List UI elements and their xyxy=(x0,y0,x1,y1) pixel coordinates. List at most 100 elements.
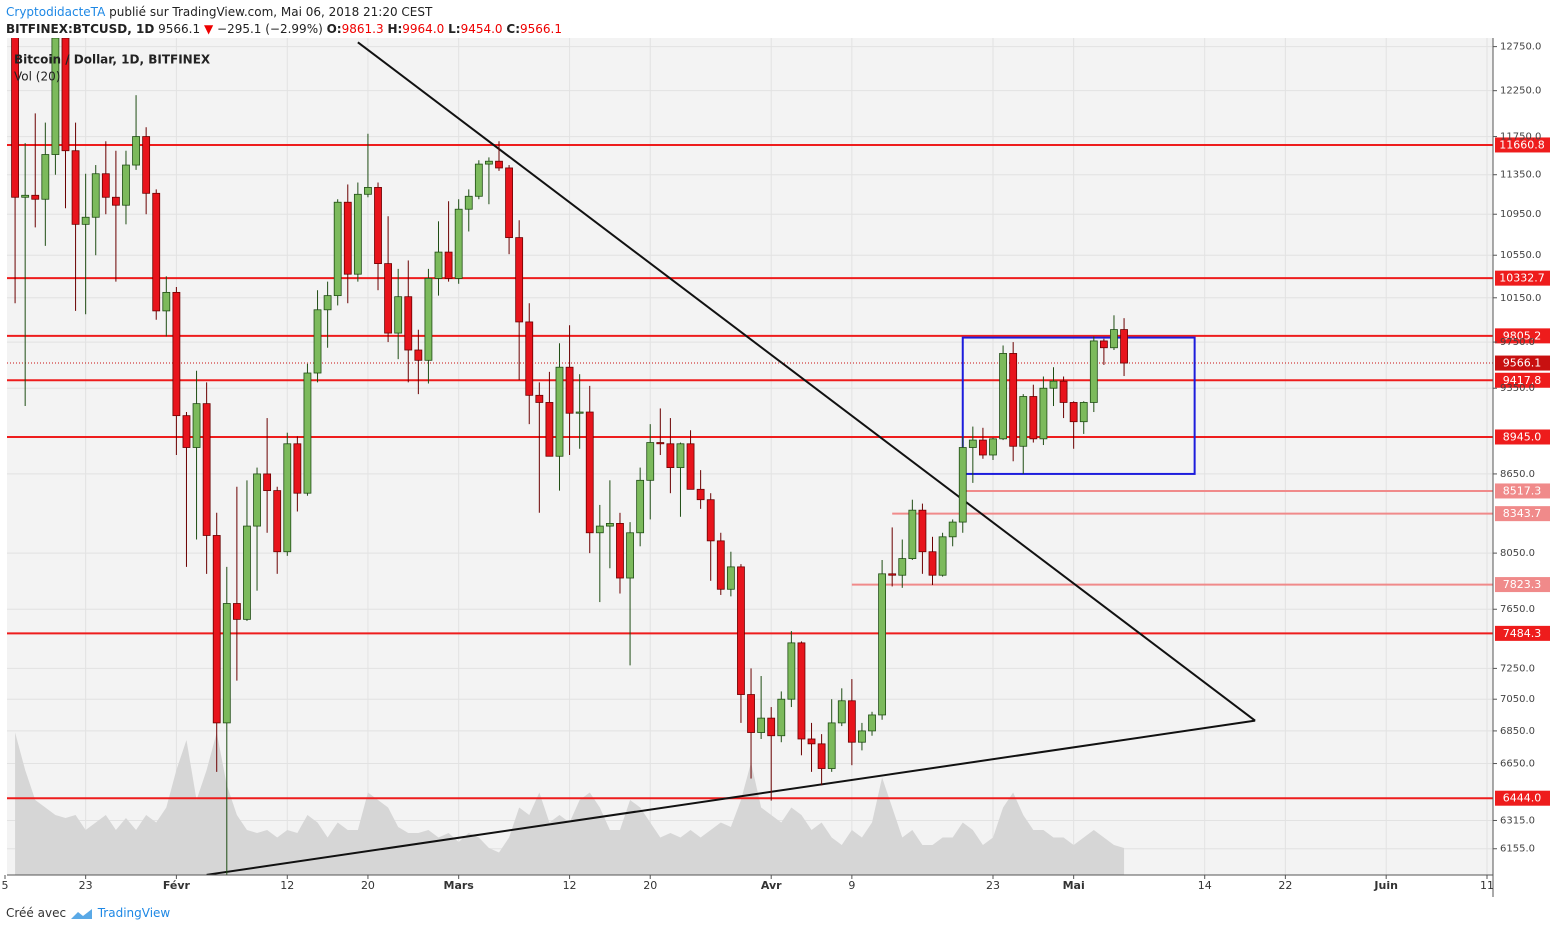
price-tag xyxy=(1495,328,1550,344)
candle xyxy=(817,734,826,786)
candle-body xyxy=(847,700,856,743)
y-tick-label: 10950.0 xyxy=(1500,209,1541,220)
candle-body xyxy=(878,573,887,716)
candle xyxy=(585,385,594,554)
candle xyxy=(797,641,806,756)
author[interactable]: CryptodidacteTA xyxy=(6,5,106,19)
candle-body xyxy=(979,439,987,456)
candle-body xyxy=(464,195,473,210)
candle-body xyxy=(162,291,171,312)
candle xyxy=(616,512,624,594)
candle-body xyxy=(495,160,503,169)
candle-body xyxy=(253,473,261,527)
candle xyxy=(222,566,231,875)
price-tag-label: 7823.3 xyxy=(1503,578,1542,591)
change: −295.1 (−2.99%) xyxy=(217,22,323,36)
candle-body xyxy=(968,439,977,448)
plot-bg xyxy=(7,38,1493,875)
chart-title: Bitcoin / Dollar, 1D, BITFINEX xyxy=(14,53,211,67)
candle-body xyxy=(515,237,524,323)
candle xyxy=(91,165,100,256)
candle-body xyxy=(111,196,120,206)
candle-body xyxy=(686,443,695,490)
candle xyxy=(454,199,463,284)
candle xyxy=(232,486,241,681)
x-tick-label: 5 xyxy=(2,879,9,892)
candle xyxy=(142,127,151,215)
candle-body xyxy=(303,372,312,494)
candle-body xyxy=(595,525,604,534)
arrow: ▼ xyxy=(203,22,214,36)
candle-body xyxy=(273,490,282,553)
candle xyxy=(172,286,181,455)
symbol: BITFINEX:BTCUSD, 1D xyxy=(6,22,155,36)
trendline xyxy=(206,719,1256,875)
candle xyxy=(132,95,140,170)
candle-body xyxy=(323,295,332,311)
candle xyxy=(757,676,766,739)
candle-body xyxy=(474,163,483,197)
candle xyxy=(777,691,786,743)
header: CryptodidacteTA publié sur TradingView.c… xyxy=(6,4,562,38)
candle-body xyxy=(696,488,705,501)
candle xyxy=(1099,338,1108,365)
candle-body xyxy=(1089,340,1098,403)
candle-body xyxy=(212,535,221,724)
y-tick-label: 12750.0 xyxy=(1500,42,1541,53)
x-tick-label: Mai xyxy=(1063,879,1085,892)
candle xyxy=(192,370,201,540)
candle-body xyxy=(1110,329,1118,349)
x-tick-label: 12 xyxy=(280,879,294,892)
x-tick-label: 23 xyxy=(986,879,1000,892)
candle-body xyxy=(575,411,584,414)
candle-body xyxy=(243,525,251,620)
candle xyxy=(979,427,987,459)
x-tick-label: 9 xyxy=(848,879,855,892)
h-label: H: xyxy=(387,22,403,36)
candle xyxy=(827,699,836,772)
candle-body xyxy=(192,403,201,448)
candle-body xyxy=(333,201,342,297)
candle xyxy=(424,268,433,384)
candle-body xyxy=(676,443,685,468)
candle-body xyxy=(837,700,846,724)
candle-body xyxy=(858,730,866,743)
candle xyxy=(152,189,161,320)
candle xyxy=(726,551,735,597)
y-tick-label: 9350.0 xyxy=(1500,383,1535,394)
candle-body xyxy=(293,443,302,494)
range-box xyxy=(961,336,1196,475)
candle-body xyxy=(505,167,513,239)
candle xyxy=(1120,318,1128,377)
candle xyxy=(323,281,332,348)
candle-body xyxy=(605,523,614,527)
price-tag xyxy=(1495,355,1550,371)
candle-body xyxy=(797,642,806,740)
candle xyxy=(807,722,816,772)
candle xyxy=(101,141,110,215)
o-label: O: xyxy=(326,22,342,36)
candle-body xyxy=(898,558,907,576)
candle xyxy=(1110,315,1118,351)
candle xyxy=(61,38,70,209)
candle xyxy=(837,688,846,727)
candle xyxy=(787,631,796,708)
candle-body xyxy=(737,566,745,695)
candle-body xyxy=(585,411,594,534)
candle xyxy=(212,512,221,772)
candle-body xyxy=(868,714,876,732)
close: 9566.1 xyxy=(520,22,562,36)
candle-body xyxy=(1099,340,1108,349)
candle-body xyxy=(545,402,554,457)
y-tick-label: 10150.0 xyxy=(1500,293,1541,304)
volume-title: Vol (20) xyxy=(14,70,60,84)
created: Créé avec xyxy=(6,906,67,920)
price-tag xyxy=(1495,270,1550,286)
candle-body xyxy=(989,438,997,456)
last: 9566.1 xyxy=(158,22,201,36)
brand[interactable]: TradingView xyxy=(97,906,171,920)
candle xyxy=(878,559,887,720)
price-tag xyxy=(1495,625,1550,641)
candle xyxy=(464,189,473,232)
